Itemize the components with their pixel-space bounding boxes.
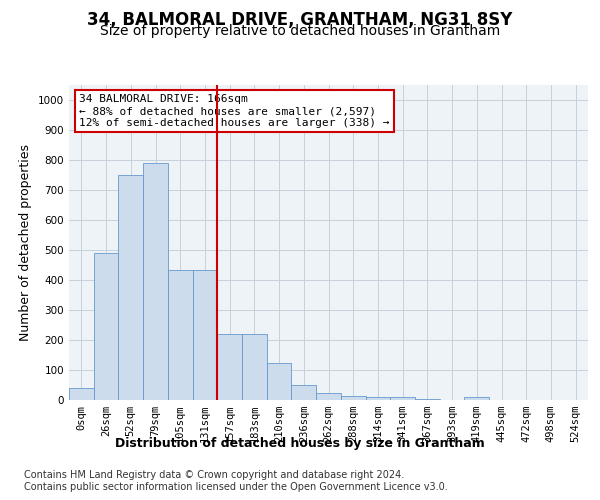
- Y-axis label: Number of detached properties: Number of detached properties: [19, 144, 32, 341]
- Bar: [415, 398, 440, 400]
- Bar: [341, 396, 365, 400]
- Bar: [242, 334, 267, 400]
- Text: Contains HM Land Registry data © Crown copyright and database right 2024.: Contains HM Land Registry data © Crown c…: [24, 470, 404, 480]
- Text: 34, BALMORAL DRIVE, GRANTHAM, NG31 8SY: 34, BALMORAL DRIVE, GRANTHAM, NG31 8SY: [88, 11, 512, 29]
- Text: Contains public sector information licensed under the Open Government Licence v3: Contains public sector information licen…: [24, 482, 448, 492]
- Bar: [217, 334, 242, 400]
- Bar: [69, 388, 94, 400]
- Bar: [168, 270, 193, 400]
- Bar: [292, 385, 316, 400]
- Text: Size of property relative to detached houses in Grantham: Size of property relative to detached ho…: [100, 24, 500, 38]
- Bar: [390, 397, 415, 400]
- Bar: [118, 175, 143, 400]
- Bar: [267, 362, 292, 400]
- Bar: [193, 270, 217, 400]
- Bar: [464, 397, 489, 400]
- Text: 34 BALMORAL DRIVE: 166sqm
← 88% of detached houses are smaller (2,597)
12% of se: 34 BALMORAL DRIVE: 166sqm ← 88% of detac…: [79, 94, 390, 128]
- Bar: [94, 253, 118, 400]
- Bar: [143, 163, 168, 400]
- Bar: [316, 392, 341, 400]
- Text: Distribution of detached houses by size in Grantham: Distribution of detached houses by size …: [115, 438, 485, 450]
- Bar: [365, 397, 390, 400]
